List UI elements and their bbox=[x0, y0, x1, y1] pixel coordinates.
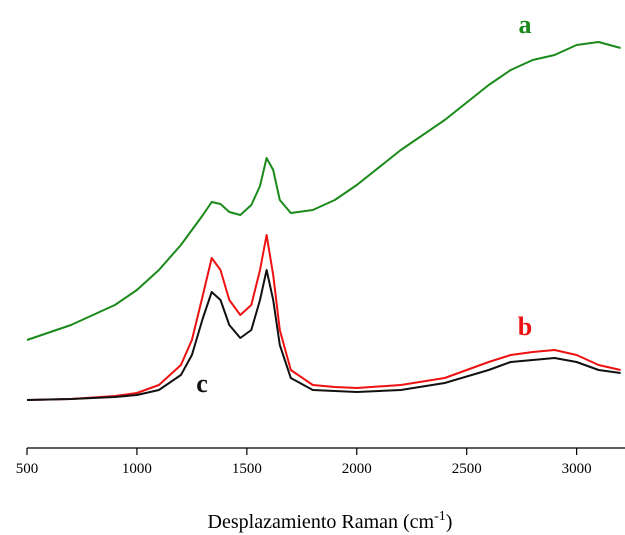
series-label: b bbox=[518, 312, 532, 341]
x-axis-title-text: Desplazamiento Raman (cm bbox=[208, 511, 435, 533]
x-axis-title-suffix: ) bbox=[446, 511, 453, 533]
x-axis-title: Desplazamiento Raman (cm-1) bbox=[208, 509, 453, 533]
x-tick-label: 2000 bbox=[342, 461, 372, 477]
spectrum-line bbox=[26, 269, 621, 401]
spectrum-line bbox=[26, 41, 621, 341]
series-label: a bbox=[519, 10, 532, 39]
x-axis-title-superscript: -1 bbox=[434, 509, 446, 524]
x-tick-label: 1000 bbox=[122, 461, 152, 477]
x-tick-label: 2500 bbox=[452, 461, 482, 477]
x-tick-label: 1500 bbox=[232, 461, 262, 477]
spectrum-line bbox=[26, 234, 621, 401]
x-tick-label: 3000 bbox=[562, 461, 592, 477]
x-tick-label: 500 bbox=[16, 461, 39, 477]
series-label: c bbox=[196, 369, 208, 398]
